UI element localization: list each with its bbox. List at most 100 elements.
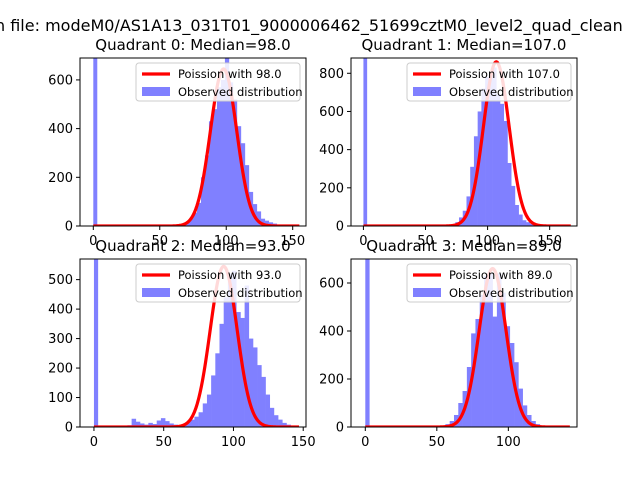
histogram-bar (148, 422, 153, 427)
histogram-bar (227, 273, 233, 427)
legend: Poission with 98.0 Observed distribution (135, 62, 303, 102)
x-tick-label: 50 (155, 435, 172, 450)
y-tick-label: 400 (48, 122, 73, 137)
histogram-bar (244, 285, 250, 427)
histogram-bar (261, 376, 266, 427)
histogram-bar (500, 103, 505, 226)
histogram-bar (156, 420, 162, 427)
poisson-curve (93, 264, 300, 427)
histogram-bar (196, 202, 202, 226)
plots-container: 0 50 100 150 0 200 400 600 Quadrant 0: Median=98… (48, 36, 578, 450)
histogram-bar (475, 319, 481, 427)
histogram-bar (194, 416, 199, 427)
histogram-bar (492, 316, 498, 427)
legend-observed-label: Observed distribution (178, 286, 303, 300)
histogram-bar (496, 273, 502, 427)
x-tick-label: 150 (291, 435, 316, 450)
histogram-bar (131, 418, 137, 427)
histogram-bar (160, 418, 166, 427)
y-tick-label: 400 (319, 325, 344, 340)
histogram-bar (216, 87, 222, 226)
poisson-curve (365, 266, 570, 427)
histogram-bar (252, 347, 258, 427)
histogram-bar (278, 419, 283, 427)
x-tick-label: 150 (280, 234, 305, 249)
x-tick-label: 0 (90, 435, 98, 450)
histogram-bar (139, 423, 145, 427)
subplot-title: Quadrant 2: Median=93.0 (95, 237, 290, 255)
x-tick-label: 150 (537, 234, 562, 249)
axes-frame (79, 258, 307, 428)
histogram-bar (518, 214, 523, 226)
legend-box (135, 62, 301, 102)
legend-poisson-label: Poission with 107.0 (449, 67, 560, 81)
legend-observed-swatch (142, 87, 170, 96)
legend-observed-label: Observed distribution (449, 85, 574, 99)
legend-poisson-label: Poission with 93.0 (178, 268, 282, 282)
histogram-bar (481, 88, 486, 226)
x-tick-label: 100 (496, 435, 521, 450)
histogram-bar (492, 67, 497, 226)
histogram-bar (236, 312, 241, 427)
y-tick-label: 800 (319, 67, 344, 82)
histogram-bar (514, 205, 519, 226)
histogram-bar-zero (93, 58, 98, 226)
legend-poisson-label: Poission with 98.0 (178, 67, 282, 81)
histogram-bar (477, 111, 482, 226)
x-tick-label: 50 (417, 234, 434, 249)
subplot-title: Quadrant 1: Median=107.0 (362, 36, 567, 54)
histogram-bar (206, 394, 212, 427)
y-tick-label: 400 (319, 143, 344, 158)
y-tick-label: 300 (48, 332, 73, 347)
x-tick-label: 0 (359, 234, 367, 249)
y-tick-label: 200 (319, 181, 344, 196)
legend-box (406, 62, 572, 102)
histogram-bar (503, 121, 508, 226)
y-tick-label: 200 (48, 171, 73, 186)
x-tick-label: 0 (361, 435, 369, 450)
histogram-bar-zero (93, 259, 99, 427)
subplot-quadrant-3: 0 50 100 0 200 400 600 Quadrant 3: Median=89.0 P… (319, 237, 578, 450)
histogram-bar (265, 394, 271, 427)
histogram-bar (186, 421, 191, 427)
histogram-bar (232, 270, 237, 427)
histogram-bar (204, 155, 210, 226)
histogram-bar (189, 218, 194, 226)
histogram-bar (479, 295, 485, 427)
histogram-bar (220, 79, 226, 226)
x-tick-label: 100 (221, 435, 246, 450)
axes-frame (350, 258, 578, 428)
legend: Poission with 93.0 Observed distribution (135, 263, 303, 303)
histogram-bars (93, 58, 286, 226)
y-tick-label: 0 (65, 220, 73, 235)
histogram-bar (501, 292, 506, 427)
y-tick-label: 200 (48, 362, 73, 377)
histogram-bar (169, 423, 174, 427)
histogram-bar (505, 326, 511, 427)
histogram-bar (485, 77, 490, 226)
histogram-bar (522, 220, 527, 226)
histogram-bar-zero (363, 58, 368, 226)
figure-suptitle: n file: modeM0/AS1A13_031T01_9000006462_… (0, 16, 623, 36)
histogram-bar (264, 220, 270, 226)
y-tick-label: 0 (336, 421, 344, 436)
histogram-bar (484, 275, 489, 427)
subplot-title: Quadrant 3: Median=89.0 (366, 237, 561, 255)
x-tick-label: 100 (214, 234, 239, 249)
histogram-bar (212, 109, 218, 226)
histogram-bar (224, 58, 230, 226)
y-tick-label: 600 (319, 105, 344, 120)
legend-observed-label: Observed distribution (178, 85, 303, 99)
y-tick-label: 200 (319, 373, 344, 388)
histogram-bar (236, 126, 242, 226)
histogram-bar (211, 375, 216, 427)
histogram-bar (511, 185, 516, 226)
histogram-bar (257, 365, 262, 427)
y-tick-label: 400 (48, 303, 73, 318)
histogram-bar (215, 353, 220, 427)
legend: Poission with 89.0 Observed distribution (406, 263, 574, 303)
histogram-bar (190, 419, 195, 427)
histogram-bar (273, 415, 279, 427)
y-tick-label: 600 (319, 277, 344, 292)
subplot-quadrant-1: 0 50 100 150 0 200 400 600 800 Quadrant 1: Median… (319, 36, 578, 249)
